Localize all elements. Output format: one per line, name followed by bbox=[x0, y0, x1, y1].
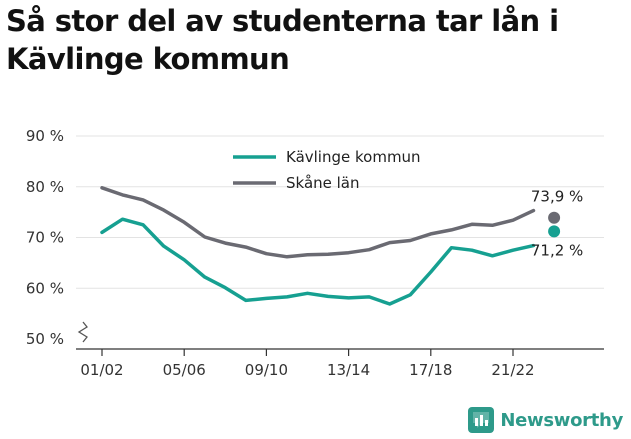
y-tick-label: 60 % bbox=[26, 279, 64, 297]
series-line bbox=[100, 217, 536, 306]
chart-title: Så stor del av studenterna tar lån i Käv… bbox=[6, 4, 559, 76]
legend: Kävlinge kommun Skåne län bbox=[233, 148, 421, 192]
legend-label: Skåne län bbox=[286, 174, 360, 192]
series-end-point bbox=[548, 225, 561, 238]
x-tick-label: 17/18 bbox=[409, 361, 452, 379]
axis-break-icon bbox=[77, 321, 88, 343]
line-chart: 50 % 60 % 70 % 80 % 90 % 01/02 05/06 09/10 13/1… bbox=[26, 127, 604, 379]
series-layer: 71,2 % 73,9 % bbox=[100, 186, 583, 306]
series-end-point bbox=[548, 211, 561, 224]
x-tick-label: 13/14 bbox=[327, 361, 370, 379]
x-tick-label: 05/06 bbox=[163, 361, 206, 379]
x-tick-label: 09/10 bbox=[245, 361, 288, 379]
x-tick-label: 01/02 bbox=[80, 361, 123, 379]
gridlines bbox=[76, 135, 604, 289]
newsworthy-brand: Newsworthy bbox=[468, 407, 623, 433]
series-end-label: 71,2 % bbox=[531, 241, 583, 259]
legend-label: Kävlinge kommun bbox=[286, 148, 421, 166]
brand-name: Newsworthy bbox=[500, 409, 623, 431]
x-tick-label: 21/22 bbox=[491, 361, 534, 379]
y-tick-label: 70 % bbox=[26, 229, 64, 247]
y-tick-label: 80 % bbox=[26, 178, 64, 196]
y-axis-labels: 50 % 60 % 70 % 80 % 90 % bbox=[26, 127, 64, 348]
y-tick-label: 90 % bbox=[26, 127, 64, 145]
series-line bbox=[100, 186, 536, 259]
y-tick-label: 50 % bbox=[26, 330, 64, 348]
newsworthy-logo-icon bbox=[468, 407, 495, 433]
x-axis: 01/02 05/06 09/10 13/14 17/18 21/22 bbox=[76, 348, 604, 379]
series-end-label: 73,9 % bbox=[531, 188, 583, 206]
